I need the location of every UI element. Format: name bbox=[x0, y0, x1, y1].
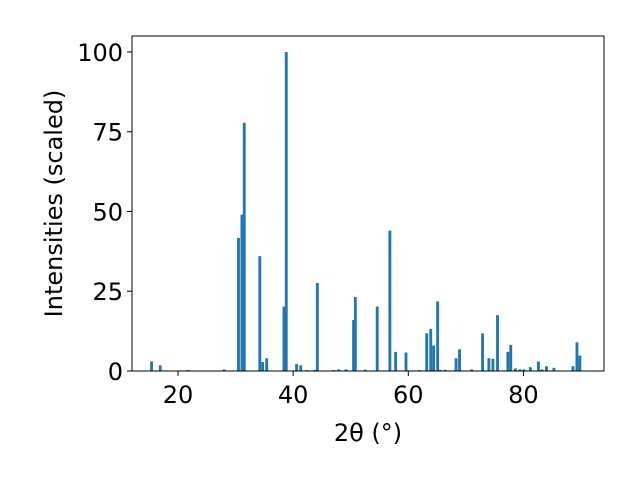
plot-frame bbox=[131, 35, 605, 372]
bar bbox=[487, 358, 491, 371]
x-tick-label: 60 bbox=[393, 381, 424, 409]
bar bbox=[458, 349, 461, 371]
bar bbox=[375, 306, 379, 371]
x-tick-label: 20 bbox=[163, 381, 194, 409]
bar-group bbox=[150, 51, 582, 371]
y-axis-label: Intensities (scaled) bbox=[40, 90, 68, 318]
bar bbox=[506, 351, 510, 371]
y-tick-label: 50 bbox=[92, 198, 123, 226]
bar bbox=[429, 328, 433, 371]
bar bbox=[536, 361, 540, 371]
bar bbox=[509, 344, 513, 371]
bar bbox=[481, 333, 484, 371]
bar bbox=[454, 358, 458, 371]
y-tick-label: 75 bbox=[92, 119, 123, 147]
bar bbox=[518, 369, 522, 371]
bar bbox=[491, 358, 495, 371]
bar bbox=[284, 51, 288, 371]
bar bbox=[436, 301, 440, 371]
x-axis-label: 2θ (°) bbox=[334, 419, 402, 447]
bar bbox=[344, 369, 348, 371]
bar bbox=[240, 214, 244, 371]
bar bbox=[158, 365, 162, 371]
bar bbox=[470, 369, 474, 371]
bar bbox=[295, 363, 299, 371]
y-tick-label: 100 bbox=[77, 39, 123, 67]
bar bbox=[388, 230, 392, 371]
bar bbox=[425, 333, 429, 371]
bar bbox=[432, 345, 436, 371]
bar bbox=[363, 369, 367, 371]
bar bbox=[337, 369, 341, 371]
bar bbox=[352, 319, 356, 371]
bar bbox=[496, 315, 499, 371]
bar bbox=[578, 355, 582, 371]
bar bbox=[443, 369, 447, 371]
x-tick-label: 40 bbox=[278, 381, 309, 409]
bar bbox=[315, 282, 319, 371]
x-tick-label: 80 bbox=[508, 381, 539, 409]
bar bbox=[522, 369, 526, 371]
bar bbox=[237, 237, 240, 371]
bar bbox=[545, 366, 548, 371]
bar bbox=[299, 365, 303, 371]
bar bbox=[404, 352, 408, 371]
bar bbox=[513, 368, 517, 371]
x-axis: 20 40 60 80 bbox=[163, 371, 539, 409]
bar bbox=[261, 362, 265, 371]
bar bbox=[242, 122, 246, 371]
bar bbox=[528, 367, 532, 371]
bar bbox=[150, 361, 154, 371]
bar bbox=[222, 369, 226, 371]
bar bbox=[394, 351, 398, 371]
bar bbox=[265, 358, 269, 371]
bar bbox=[571, 366, 575, 371]
bar bbox=[282, 306, 286, 371]
bar bbox=[552, 367, 556, 371]
y-tick-label: 0 bbox=[108, 358, 123, 386]
bar bbox=[353, 296, 357, 371]
bar bbox=[575, 342, 579, 371]
y-axis: 0 25 50 75 100 bbox=[77, 39, 132, 386]
bar bbox=[540, 369, 544, 371]
bar bbox=[258, 256, 262, 371]
y-tick-label: 25 bbox=[92, 278, 123, 306]
